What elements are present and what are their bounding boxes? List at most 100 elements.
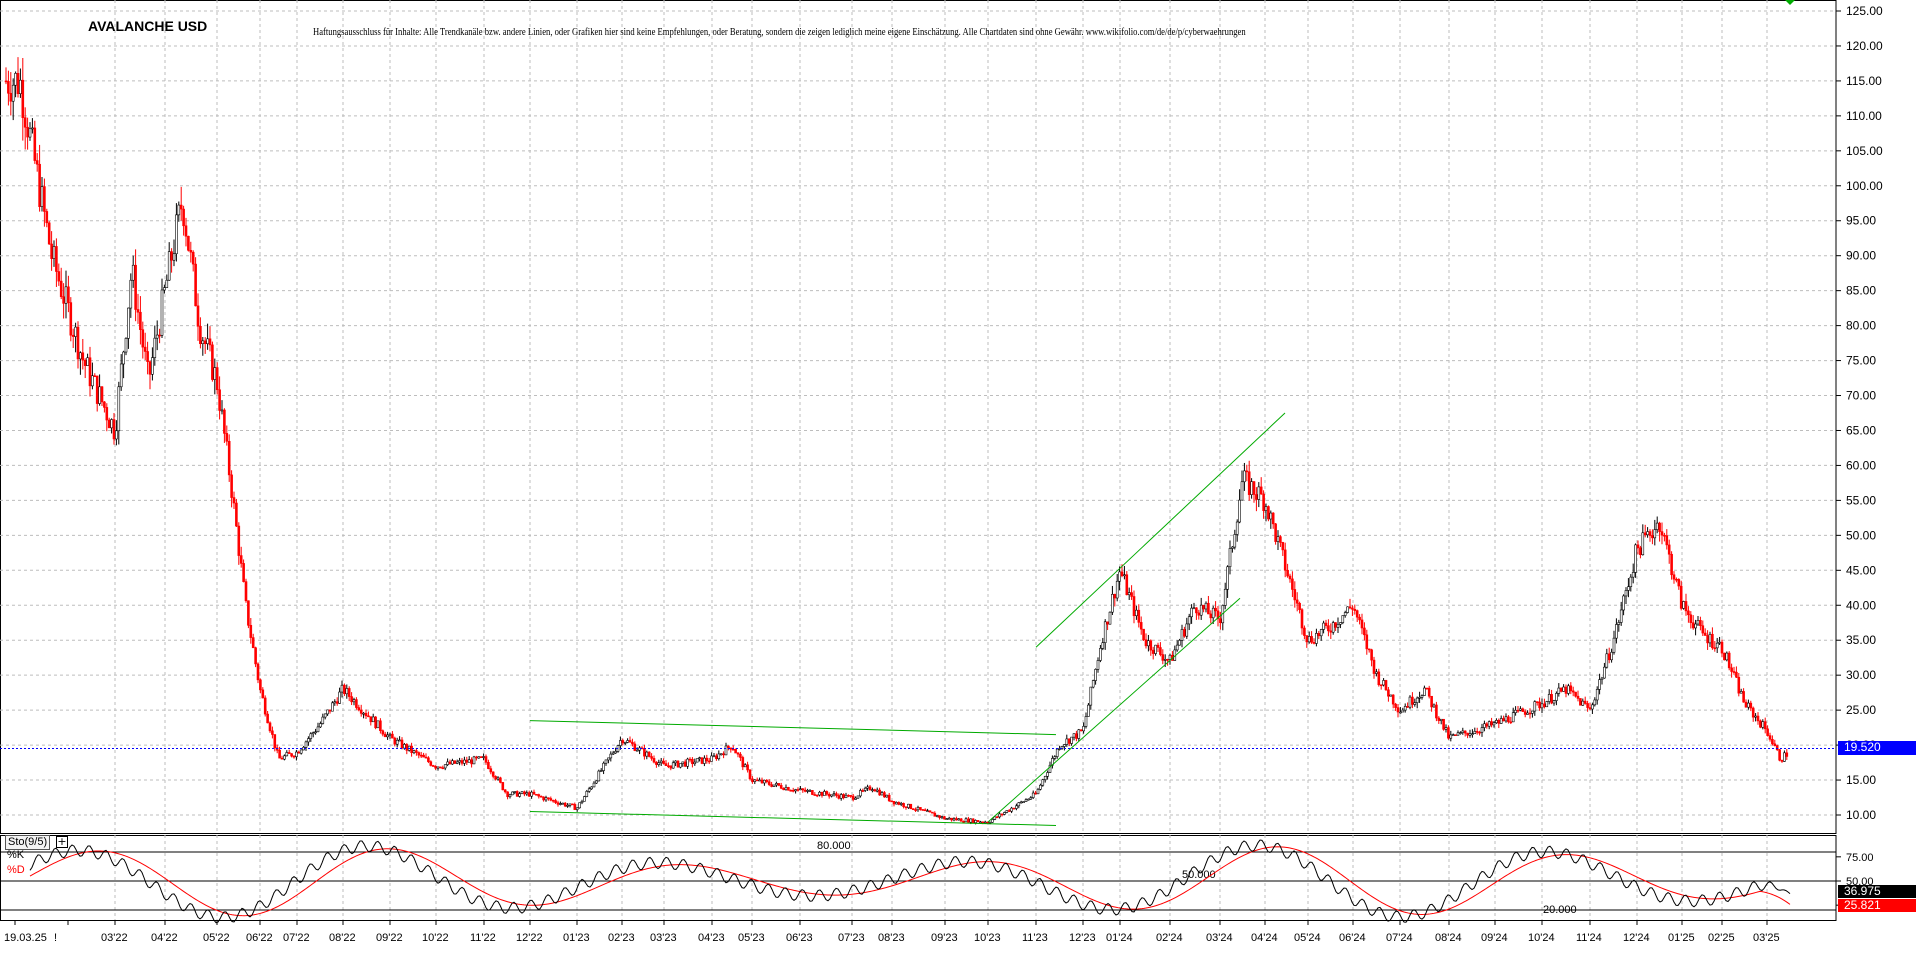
candle-down [707,760,711,763]
candle-down [849,795,853,797]
candle-up [993,816,997,820]
candle-down [136,309,140,313]
candle-up [578,802,581,809]
candle-down [1007,810,1011,812]
candle-up [1562,686,1565,692]
candle-up [496,777,500,780]
candle-up [957,818,961,821]
candle-down [88,357,92,387]
candle-down [1106,621,1109,625]
price-y-tick-label: 90.00 [1846,249,1876,263]
candle-down [364,712,368,717]
candle-down [959,818,963,822]
candle-up [1682,601,1685,609]
candle-up [587,788,591,792]
current-price-label: 19.520 [1838,741,1916,755]
candle-up [1557,687,1561,694]
candle-down [55,246,58,272]
candle-up [451,760,454,765]
candle-down [650,756,653,759]
candle-down [1703,632,1707,636]
candle-up [1231,546,1234,549]
candle-down [746,764,749,771]
candle-up [283,755,286,760]
candle-down [931,811,934,814]
candle-down [1394,703,1397,708]
price-y-tick-label: 35.00 [1846,633,1876,647]
candle-up [619,740,622,746]
x-tick-label: 06'24 [1339,932,1366,944]
add-indicator-icon[interactable]: + [56,835,68,848]
candle-down [1763,721,1767,730]
candle-down [787,787,790,791]
candle-up [1101,642,1105,649]
x-tick-label: 01'25 [1668,932,1695,944]
candle-up [1600,677,1604,680]
candle-down [981,821,985,824]
candle-up [165,279,169,288]
candle-down [1207,602,1210,615]
candle-up [1211,607,1215,619]
price-y-tick-label: 25.00 [1846,703,1876,717]
candle-down [259,679,262,691]
candle-up [1233,534,1237,548]
candle-up [1223,588,1227,606]
candle-down [251,637,255,649]
candle-down [868,786,872,791]
x-tick-label: 12'23 [1069,932,1096,944]
candle-up [1499,718,1503,724]
candle-up [566,805,569,807]
candle-down [1485,723,1489,727]
candle-up [1163,659,1167,661]
candle-up [1264,506,1268,511]
x-tick-label: 19.03.25 [4,932,47,944]
candle-up [455,761,459,764]
candle-down [904,806,908,809]
candle-down [1427,687,1431,697]
candle-down [1075,733,1078,739]
candle-down [1571,690,1575,693]
candle-down [1574,691,1577,697]
candle-up [477,756,481,759]
candle-up [1504,716,1508,722]
candle-down [33,127,37,161]
candle-down [211,344,214,380]
x-tick-label: 04'23 [698,932,725,944]
price-y-tick-label: 45.00 [1846,563,1876,577]
candle-down [837,795,841,799]
candle-up [1005,810,1009,813]
candle-up [1432,704,1436,708]
candle-down [1379,684,1383,687]
candle-down [1209,613,1213,619]
candle-up [1754,715,1757,718]
candle-up [1322,622,1325,630]
candle-up [988,822,992,824]
candle-down [62,296,65,304]
candle-up [403,744,406,749]
candle-down [1720,641,1724,654]
candle-down [1327,625,1330,632]
candle-down [374,716,377,729]
candle-down [1636,544,1640,549]
candle-down [225,433,229,442]
candle-down [237,525,241,556]
candle-down [1701,625,1705,634]
stochastic-indicator-label[interactable]: Sto(9/5) [5,835,51,850]
trendline [987,597,1241,823]
osc-y-tick-label: 75.00 [1846,852,1874,864]
candle-down [1528,712,1532,715]
candle-up [597,770,601,782]
candle-up [844,794,848,799]
candle-down [1274,523,1277,542]
candle-down [1663,534,1666,537]
candle-up [568,803,572,806]
candle-down [1324,622,1328,626]
candle-down [897,802,901,805]
candle-down [621,740,625,744]
candle-down [933,812,937,817]
x-tick-label: 08'22 [329,932,356,944]
candle-down [883,792,886,798]
candle-down [1437,717,1441,721]
x-tick-label: 02'24 [1156,932,1183,944]
candle-up [160,289,164,336]
